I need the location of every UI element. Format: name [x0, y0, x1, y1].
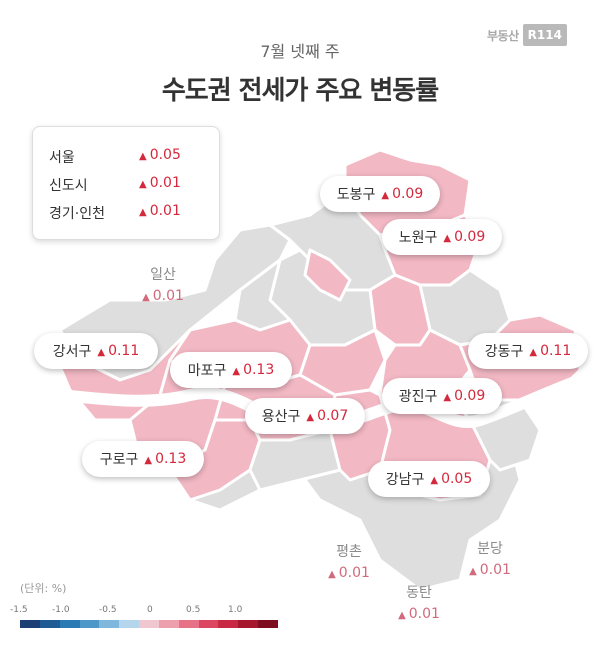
legend-region-gyeonggi-incheon: 경기·인천 [49, 206, 105, 222]
color-scale-bar [20, 620, 278, 628]
scale-tick: 0.5 [186, 605, 201, 615]
unit-label: (단위: %) [20, 582, 67, 595]
district-label-gwangjin: 광진구 ▲ 0.09 [382, 378, 502, 414]
district-label-yongsan: 용산구 ▲ 0.07 [245, 398, 365, 434]
scale-tick: -0.5 [99, 605, 117, 615]
brand-logo: 부동산 R114 [487, 24, 567, 46]
district-label-gangdong: 강동구 ▲ 0.11 [468, 333, 588, 369]
triangle-up-icon: ▲ [139, 151, 147, 162]
brand-box: R114 [522, 24, 567, 46]
triangle-up-icon: ▲ [232, 366, 241, 377]
region-seongbuk [303, 248, 352, 302]
page-subtitle: 7월 넷째 주 [260, 42, 340, 61]
triangle-up-icon: ▲ [381, 190, 390, 201]
brand-text: 부동산 [487, 28, 519, 43]
scale-tick: 0 [147, 605, 153, 615]
triangle-up-icon: ▲ [328, 569, 336, 580]
district-label-guro: 구로구 ▲ 0.13 [82, 441, 204, 477]
scale-tick: 1.0 [228, 605, 243, 615]
triangle-up-icon: ▲ [443, 233, 452, 244]
legend-value-newtown: ▲ 0.01 [139, 175, 181, 191]
district-label-mapo: 마포구 ▲ 0.13 [170, 352, 292, 388]
legend-value-seoul: ▲ 0.05 [139, 147, 181, 163]
scale-swatch [39, 620, 60, 628]
scale-swatch [238, 620, 259, 628]
scale-swatch [198, 620, 219, 628]
legend-box: 서울 ▲ 0.05 신도시 ▲ 0.01 경기·인천 ▲ 0.01 [32, 126, 220, 240]
scale-swatch [99, 620, 120, 628]
triangle-up-icon: ▲ [139, 179, 147, 190]
page-title: 수도권 전세가 주요 변동률 [161, 76, 439, 106]
triangle-up-icon: ▲ [469, 566, 477, 577]
scale-swatch [158, 620, 179, 628]
satellite-bundang: 분당 ▲ 0.01 [469, 541, 511, 578]
district-label-nowon: 노원구 ▲ 0.09 [382, 219, 502, 255]
triangle-up-icon: ▲ [139, 207, 147, 218]
scale-swatch [20, 620, 40, 628]
scale-swatch [218, 620, 239, 628]
scale-swatch [59, 620, 80, 628]
triangle-up-icon: ▲ [398, 610, 406, 621]
triangle-up-icon: ▲ [306, 412, 315, 423]
scale-swatch [258, 620, 278, 628]
triangle-up-icon: ▲ [97, 347, 106, 358]
triangle-up-icon: ▲ [443, 392, 452, 403]
triangle-up-icon: ▲ [144, 455, 153, 466]
scale-swatch [119, 620, 140, 628]
district-label-gangnam: 강남구 ▲ 0.05 [368, 461, 490, 497]
legend-region-newtown: 신도시 [49, 178, 88, 194]
scale-tick: -1.0 [52, 605, 70, 615]
region-jungnang [368, 273, 432, 347]
triangle-up-icon: ▲ [142, 292, 150, 303]
scale-swatch [139, 620, 159, 628]
triangle-up-icon: ▲ [529, 347, 538, 358]
satellite-pyeongchon: 평촌 ▲ 0.01 [328, 544, 370, 581]
scale-swatch [178, 620, 199, 628]
legend-region-seoul: 서울 [49, 150, 75, 166]
district-label-gangseo: 강서구 ▲ 0.11 [34, 333, 158, 369]
scale-tick: -1.5 [10, 605, 28, 615]
satellite-dongtan: 동탄 ▲ 0.01 [398, 585, 440, 622]
legend-value-gyeonggi-incheon: ▲ 0.01 [139, 203, 181, 219]
triangle-up-icon: ▲ [430, 475, 439, 486]
district-label-dobong: 도봉구 ▲ 0.09 [320, 176, 440, 212]
satellite-ilsan: 일산 ▲ 0.01 [142, 267, 184, 304]
scale-swatch [79, 620, 100, 628]
